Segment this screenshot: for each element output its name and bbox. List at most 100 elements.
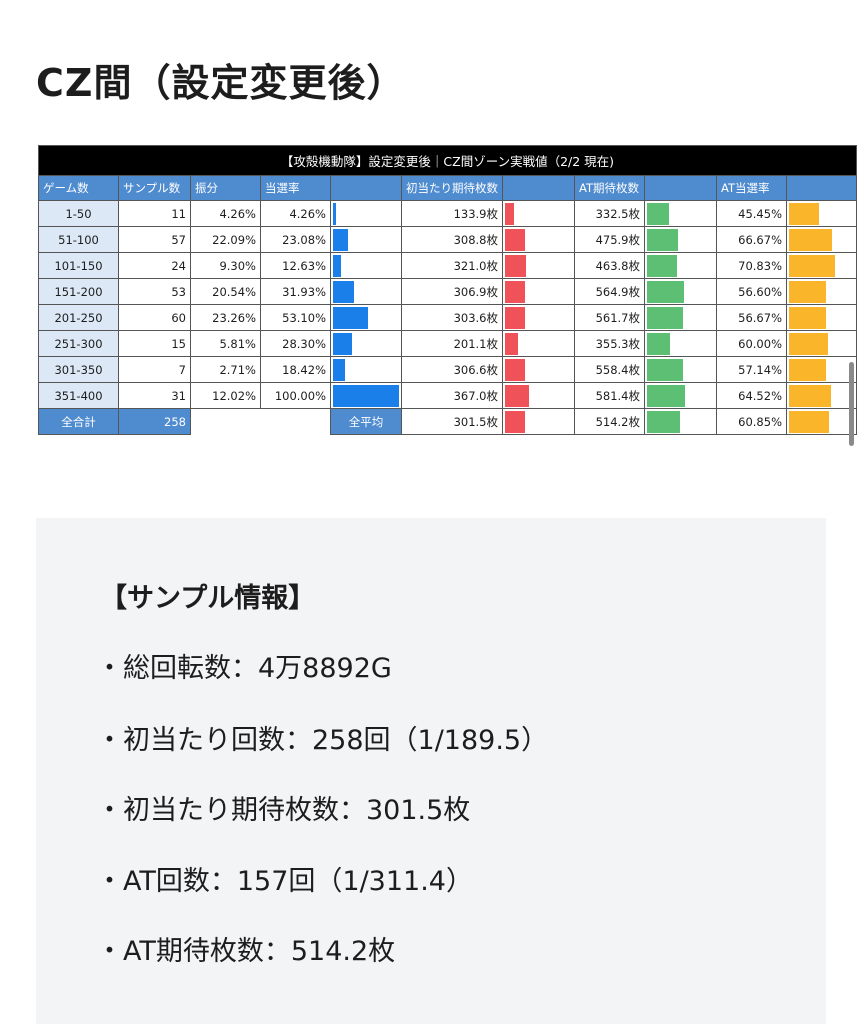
data-bar — [789, 358, 827, 381]
data-row: 101-150 24 9.30% 12.63% 321.0枚 463.8枚 70.83% — [38, 252, 857, 279]
bar-cell — [502, 278, 575, 305]
share-cell: 4.26% — [190, 200, 261, 227]
header-cell-blank — [644, 175, 717, 201]
sample-cell: 24 — [118, 252, 191, 279]
zone-cell: 51-100 — [38, 226, 119, 253]
value-cell: 64.52% — [716, 382, 787, 409]
data-row: 301-350 7 2.71% 18.42% 306.6枚 558.4枚 57.14% — [38, 356, 857, 383]
data-row: 151-200 53 20.54% 31.93% 306.9枚 564.9枚 56.60% — [38, 278, 857, 305]
info-item: ・AT回数：157回（1/311.4） — [96, 866, 473, 897]
value-cell: 306.6枚 — [401, 356, 503, 383]
value-cell: 561.7枚 — [574, 304, 645, 331]
summary-row: 全合計 258 全平均 301.5枚 514.2枚 60.85% — [38, 408, 857, 435]
value-cell: 45.45% — [716, 200, 787, 227]
share-cell: 23.26% — [190, 304, 261, 331]
bar-cell — [502, 226, 575, 253]
header-cell: ゲーム数 — [38, 175, 119, 201]
sample-cell: 11 — [118, 200, 191, 227]
value-cell: 57.14% — [716, 356, 787, 383]
sample-info-box: 【サンプル情報】 ・総回転数：4万8892G ・初当たり回数：258回（1/189… — [36, 518, 826, 1024]
bar-cell — [330, 356, 402, 383]
data-bar — [333, 306, 369, 329]
bar-cell — [330, 252, 402, 279]
data-bar — [647, 358, 684, 381]
value-cell: 28.30% — [260, 330, 331, 357]
share-cell: 20.54% — [190, 278, 261, 305]
bar-cell — [786, 226, 857, 253]
total-samples: 258 — [118, 408, 191, 435]
bar-cell — [330, 304, 402, 331]
value-cell: 581.4枚 — [574, 382, 645, 409]
data-bar — [333, 280, 355, 303]
data-bar — [333, 254, 342, 277]
value-cell: 303.6枚 — [401, 304, 503, 331]
bar-cell — [644, 304, 717, 331]
data-row: 351-400 31 12.02% 100.00% 367.0枚 581.4枚 64.52% — [38, 382, 857, 409]
bar-cell — [786, 382, 857, 409]
data-bar — [505, 228, 525, 251]
bar-cell — [502, 330, 575, 357]
value-cell: 306.9枚 — [401, 278, 503, 305]
sample-cell: 53 — [118, 278, 191, 305]
value-cell: 56.60% — [716, 278, 787, 305]
value-cell: 558.4枚 — [574, 356, 645, 383]
zone-cell: 1-50 — [38, 200, 119, 227]
data-bar — [789, 228, 833, 251]
data-bar — [333, 228, 349, 251]
data-bar — [789, 306, 826, 329]
total-label: 全合計 — [38, 408, 119, 435]
value-cell: 564.9枚 — [574, 278, 645, 305]
data-row: 51-100 57 22.09% 23.08% 308.8枚 475.9枚 66.67% — [38, 226, 857, 253]
data-bar — [647, 280, 684, 303]
bar-cell — [644, 356, 717, 383]
bar-cell — [644, 382, 717, 409]
value-cell: 12.63% — [260, 252, 331, 279]
value-cell: 4.26% — [260, 200, 331, 227]
value-cell: 60.00% — [716, 330, 787, 357]
value-cell: 100.00% — [260, 382, 331, 409]
data-bar — [505, 254, 526, 277]
zone-cell: 151-200 — [38, 278, 119, 305]
bar-cell — [786, 252, 857, 279]
value-cell: 321.0枚 — [401, 252, 503, 279]
header-cell: AT期待枚数 — [574, 175, 645, 201]
data-bar — [789, 410, 829, 433]
value-cell: 23.08% — [260, 226, 331, 253]
value-cell: 60.85% — [716, 408, 787, 435]
bar-cell — [786, 304, 857, 331]
data-bar — [505, 202, 514, 225]
sample-cell: 15 — [118, 330, 191, 357]
header-cell: 初当たり期待枚数 — [401, 175, 503, 201]
value-cell: 355.3枚 — [574, 330, 645, 357]
value-cell: 367.0枚 — [401, 382, 503, 409]
bar-cell — [330, 330, 402, 357]
data-bar — [647, 332, 670, 355]
header-cell-blank — [502, 175, 575, 201]
bar-cell — [644, 278, 717, 305]
value-cell: 308.8枚 — [401, 226, 503, 253]
data-bar — [333, 332, 352, 355]
data-bar — [647, 384, 685, 407]
data-row: 201-250 60 23.26% 53.10% 303.6枚 561.7枚 56.67% — [38, 304, 857, 331]
share-cell: 2.71% — [190, 356, 261, 383]
value-cell: 53.10% — [260, 304, 331, 331]
value-cell: 332.5枚 — [574, 200, 645, 227]
zone-cell: 201-250 — [38, 304, 119, 331]
zone-cell: 351-400 — [38, 382, 119, 409]
data-bar — [333, 384, 399, 407]
bar-cell — [502, 356, 575, 383]
bar-cell — [786, 200, 857, 227]
share-cell: 12.02% — [190, 382, 261, 409]
header-row: ゲーム数 サンプル数 振分 当選率 初当たり期待枚数 AT期待枚数 AT当選率 — [38, 175, 857, 201]
value-cell: 66.67% — [716, 226, 787, 253]
heading: CZ間（設定変更後） — [36, 61, 406, 105]
scrollbar[interactable] — [849, 362, 854, 446]
bar-cell — [644, 200, 717, 227]
data-bar — [505, 332, 519, 355]
bar-cell — [502, 382, 575, 409]
header-cell-blank — [786, 175, 857, 201]
bar-cell — [786, 330, 857, 357]
value-cell: 70.83% — [716, 252, 787, 279]
data-bar — [505, 410, 525, 433]
sample-cell: 60 — [118, 304, 191, 331]
